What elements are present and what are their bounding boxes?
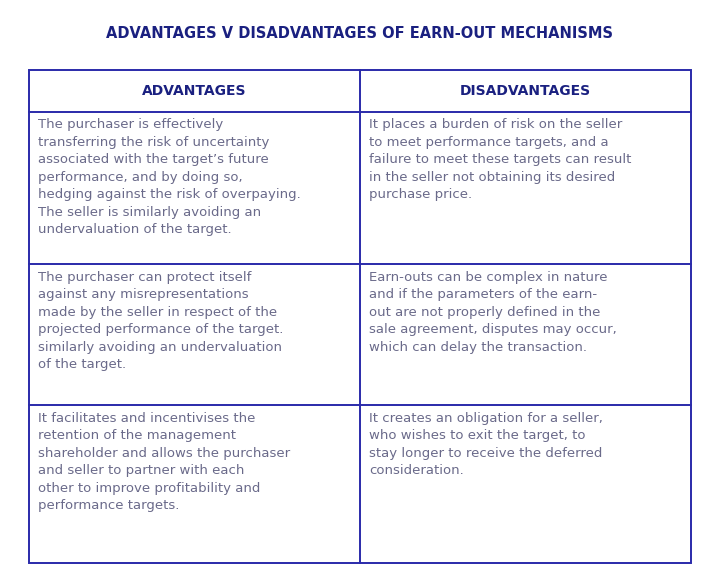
Bar [29, 70, 691, 563]
Text: The purchaser can protect itself
against any misrepresentations
made by the sell: The purchaser can protect itself against… [38, 271, 284, 371]
Text: It facilitates and incentivises the
retention of the management
shareholder and : It facilitates and incentivises the rete… [38, 412, 290, 512]
Text: DISADVANTAGES: DISADVANTAGES [460, 84, 591, 97]
Text: ADVANTAGES V DISADVANTAGES OF EARN-OUT MECHANISMS: ADVANTAGES V DISADVANTAGES OF EARN-OUT M… [107, 26, 613, 41]
Text: ADVANTAGES: ADVANTAGES [142, 84, 247, 97]
Text: It creates an obligation for a seller,
who wishes to exit the target, to
stay lo: It creates an obligation for a seller, w… [369, 412, 603, 477]
Text: Earn-outs can be complex in nature
and if the parameters of the earn-
out are no: Earn-outs can be complex in nature and i… [369, 271, 617, 354]
Text: The purchaser is effectively
transferring the risk of uncertainty
associated wit: The purchaser is effectively transferrin… [38, 118, 301, 237]
Text: It places a burden of risk on the seller
to meet performance targets, and a
fail: It places a burden of risk on the seller… [369, 118, 631, 201]
